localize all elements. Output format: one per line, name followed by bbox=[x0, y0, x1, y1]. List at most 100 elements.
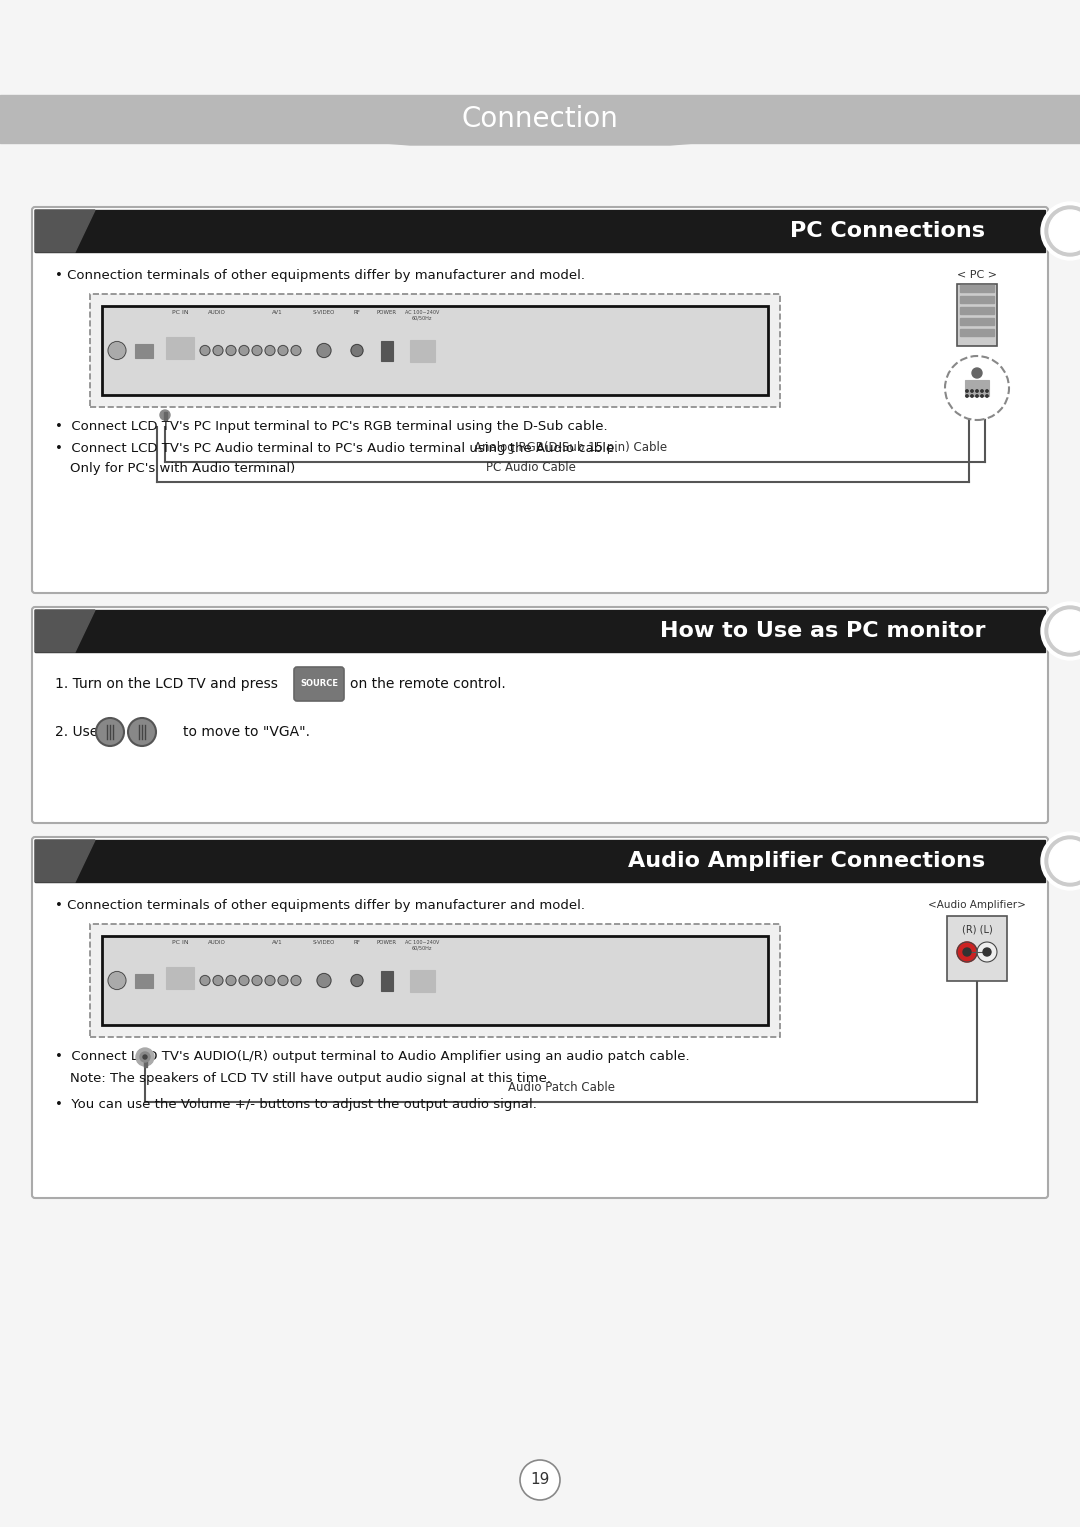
Circle shape bbox=[265, 976, 275, 985]
Text: to move to "VGA".: to move to "VGA". bbox=[183, 725, 310, 739]
Text: AUDIO: AUDIO bbox=[208, 941, 226, 945]
Text: SOURCE: SOURCE bbox=[300, 680, 338, 689]
Circle shape bbox=[108, 342, 126, 359]
Text: S-VIDEO: S-VIDEO bbox=[313, 310, 335, 315]
Text: 1. Turn on the LCD TV and press: 1. Turn on the LCD TV and press bbox=[55, 676, 278, 692]
Bar bbox=[381, 971, 393, 991]
Circle shape bbox=[1045, 835, 1080, 886]
Bar bbox=[35, 840, 1045, 883]
Bar bbox=[409, 339, 434, 362]
Circle shape bbox=[981, 389, 983, 392]
Circle shape bbox=[278, 345, 288, 356]
Text: Audio Amplifier Connections: Audio Amplifier Connections bbox=[627, 851, 985, 870]
Circle shape bbox=[945, 356, 1009, 420]
Bar bbox=[0, 95, 1080, 144]
Bar bbox=[90, 924, 780, 1037]
Circle shape bbox=[213, 976, 222, 985]
Circle shape bbox=[278, 976, 288, 985]
Text: on the remote control.: on the remote control. bbox=[350, 676, 505, 692]
Circle shape bbox=[966, 389, 968, 392]
Bar bbox=[957, 284, 997, 347]
Bar bbox=[381, 341, 393, 360]
Circle shape bbox=[1049, 211, 1080, 252]
Bar bbox=[960, 307, 994, 315]
Circle shape bbox=[519, 1460, 561, 1500]
Polygon shape bbox=[35, 840, 95, 883]
Circle shape bbox=[239, 976, 249, 985]
Text: AV1: AV1 bbox=[272, 310, 282, 315]
Text: POWER: POWER bbox=[377, 310, 397, 315]
Text: < PC >: < PC > bbox=[957, 270, 997, 279]
Circle shape bbox=[108, 971, 126, 989]
Text: PC IN: PC IN bbox=[172, 310, 188, 315]
Bar bbox=[409, 970, 434, 991]
Text: RF: RF bbox=[353, 310, 361, 315]
Text: POWER: POWER bbox=[377, 941, 397, 945]
Circle shape bbox=[160, 411, 170, 420]
Circle shape bbox=[226, 976, 237, 985]
Circle shape bbox=[971, 395, 973, 397]
Text: AUDIO: AUDIO bbox=[208, 310, 226, 315]
Text: Analog RGB(D-Sub 15 pin) Cable: Analog RGB(D-Sub 15 pin) Cable bbox=[474, 441, 667, 454]
Text: •  You can use the Volume +/- buttons to adjust the output audio signal.: • You can use the Volume +/- buttons to … bbox=[55, 1098, 537, 1112]
Circle shape bbox=[976, 389, 978, 392]
Bar bbox=[90, 295, 780, 408]
Bar bbox=[135, 344, 153, 357]
Circle shape bbox=[239, 345, 249, 356]
Circle shape bbox=[1041, 832, 1080, 890]
Circle shape bbox=[129, 718, 156, 747]
Text: AV1: AV1 bbox=[272, 941, 282, 945]
Circle shape bbox=[976, 395, 978, 397]
Text: AC 100~240V
60/50Hz: AC 100~240V 60/50Hz bbox=[405, 310, 440, 321]
Text: • Connection terminals of other equipments differ by manufacturer and model.: • Connection terminals of other equipmen… bbox=[55, 269, 585, 282]
Text: <Audio Amplifier>: <Audio Amplifier> bbox=[928, 899, 1026, 910]
Circle shape bbox=[983, 948, 991, 956]
Circle shape bbox=[966, 395, 968, 397]
Text: AC 100~240V
60/50Hz: AC 100~240V 60/50Hz bbox=[405, 941, 440, 951]
Bar bbox=[960, 318, 994, 325]
Text: •  Connect LCD TV's PC Audio terminal to PC's Audio terminal using the Audio cab: • Connect LCD TV's PC Audio terminal to … bbox=[55, 441, 619, 455]
FancyBboxPatch shape bbox=[32, 837, 1048, 1199]
Circle shape bbox=[265, 345, 275, 356]
Text: S-VIDEO: S-VIDEO bbox=[313, 941, 335, 945]
Bar bbox=[960, 328, 994, 336]
Bar bbox=[135, 974, 153, 988]
Circle shape bbox=[957, 942, 977, 962]
FancyBboxPatch shape bbox=[32, 608, 1048, 823]
Circle shape bbox=[140, 1052, 150, 1061]
Text: (R) (L): (R) (L) bbox=[961, 925, 993, 935]
Circle shape bbox=[200, 976, 210, 985]
Text: •  Connect LCD TV's AUDIO(L/R) output terminal to Audio Amplifier using an audio: • Connect LCD TV's AUDIO(L/R) output ter… bbox=[55, 1051, 690, 1063]
Circle shape bbox=[318, 344, 330, 357]
Polygon shape bbox=[35, 211, 95, 252]
Text: How to Use as PC monitor: How to Use as PC monitor bbox=[660, 621, 985, 641]
Text: 2. Use: 2. Use bbox=[55, 725, 98, 739]
Text: • Connection terminals of other equipments differ by manufacturer and model.: • Connection terminals of other equipmen… bbox=[55, 899, 585, 913]
Circle shape bbox=[291, 976, 301, 985]
Text: PC IN: PC IN bbox=[172, 941, 188, 945]
Circle shape bbox=[1045, 206, 1080, 257]
Bar bbox=[35, 609, 1045, 652]
Circle shape bbox=[963, 948, 971, 956]
Bar bbox=[166, 336, 194, 359]
Text: PC Connections: PC Connections bbox=[789, 221, 985, 241]
Text: RF: RF bbox=[353, 941, 361, 945]
Circle shape bbox=[213, 345, 222, 356]
Circle shape bbox=[136, 1048, 154, 1066]
Polygon shape bbox=[35, 609, 95, 652]
Circle shape bbox=[252, 976, 262, 985]
Circle shape bbox=[318, 974, 330, 988]
Circle shape bbox=[1049, 840, 1080, 883]
Polygon shape bbox=[384, 144, 696, 145]
Circle shape bbox=[291, 345, 301, 356]
Bar bbox=[947, 916, 1007, 980]
Circle shape bbox=[1049, 609, 1080, 652]
FancyBboxPatch shape bbox=[32, 208, 1048, 592]
Circle shape bbox=[1041, 602, 1080, 660]
Circle shape bbox=[351, 974, 363, 986]
Bar bbox=[960, 286, 994, 292]
Circle shape bbox=[351, 345, 363, 356]
Bar bbox=[144, 1057, 147, 1067]
Text: Connection: Connection bbox=[461, 105, 619, 133]
Circle shape bbox=[1041, 202, 1080, 260]
